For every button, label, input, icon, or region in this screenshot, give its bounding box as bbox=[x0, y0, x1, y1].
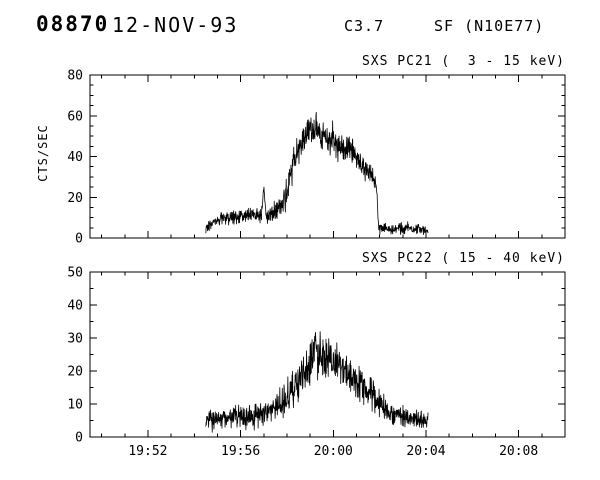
panel-pc21: 0 20 40 60 80 bbox=[67, 69, 566, 247]
x-tick-label: 19:52 bbox=[128, 444, 167, 459]
x-tick-label: 20:04 bbox=[406, 444, 445, 459]
y-tick-label: 40 bbox=[67, 299, 83, 314]
y-tick-label: 0 bbox=[75, 232, 83, 247]
x-tick-label: 20:00 bbox=[314, 444, 353, 459]
y-tick-label: 60 bbox=[67, 109, 83, 124]
event-date: 12-NOV-93 bbox=[112, 13, 239, 37]
x-tick-label: 19:56 bbox=[221, 444, 260, 459]
panel-pc22: 19:52 19:56 20:00 20:04 20:08 0 10 20 30 40 50 bbox=[67, 266, 566, 459]
y-tick-label: 20 bbox=[67, 191, 83, 206]
goes-class: C3.7 bbox=[344, 17, 385, 35]
axes-box bbox=[89, 74, 566, 239]
y-tick-label: 20 bbox=[67, 365, 83, 380]
lightcurve-trace-pc22 bbox=[205, 331, 429, 433]
y-tick-label: 50 bbox=[67, 266, 83, 281]
event-number: 08870 bbox=[36, 12, 110, 36]
x-tick-label: 20:08 bbox=[499, 444, 538, 459]
panel-title-pc21: SXS PC21 ( 3 - 15 keV) bbox=[361, 54, 565, 69]
lightcurve-trace-pc21 bbox=[205, 111, 429, 236]
axes-box bbox=[89, 271, 566, 438]
panel-title-pc22: SXS PC22 ( 15 - 40 keV) bbox=[361, 251, 565, 266]
flare-type: SF (N10E77) bbox=[434, 17, 545, 35]
y-tick-label: 0 bbox=[75, 431, 83, 446]
y-tick-label: 40 bbox=[67, 150, 83, 165]
y-tick-label: 80 bbox=[67, 69, 83, 84]
y-tick-label: 30 bbox=[67, 332, 83, 347]
y-tick-label: 10 bbox=[67, 398, 83, 413]
